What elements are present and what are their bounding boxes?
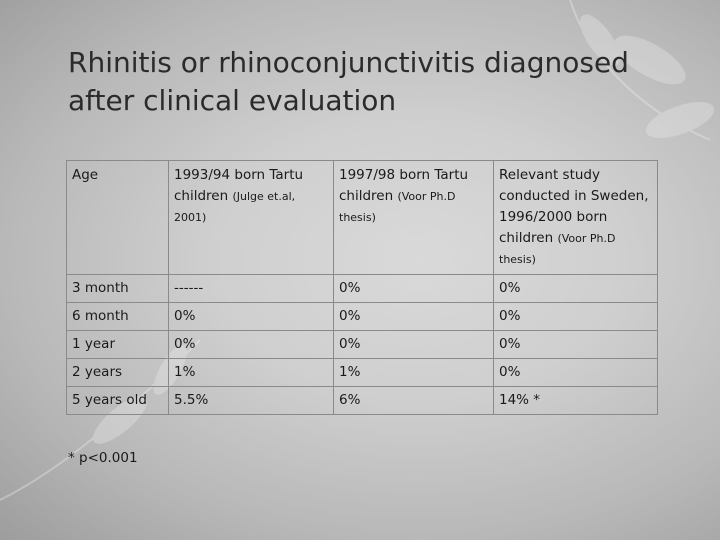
cell-tartu-1997: 0% bbox=[333, 330, 494, 359]
cell-tartu-1997: 0% bbox=[333, 274, 494, 303]
cell-tartu-1993: 0% bbox=[168, 302, 334, 331]
cell-sweden: 0% bbox=[493, 274, 658, 303]
cell-tartu-1993: 5.5% bbox=[168, 386, 334, 415]
results-table: Age 1993/94 born Tartu children (Julge e… bbox=[66, 160, 658, 415]
cell-sweden: 14% * bbox=[493, 386, 658, 415]
header-tartu-1993: 1993/94 born Tartu children (Julge et.al… bbox=[168, 160, 334, 275]
cell-tartu-1993: ------ bbox=[168, 274, 334, 303]
table-row: 6 month 0% 0% 0% bbox=[66, 302, 658, 331]
table-row: 1 year 0% 0% 0% bbox=[66, 330, 658, 359]
leaf-decoration bbox=[569, 0, 715, 141]
cell-tartu-1997: 0% bbox=[333, 302, 494, 331]
table-row: 3 month ------ 0% 0% bbox=[66, 274, 658, 303]
cell-tartu-1997: 1% bbox=[333, 358, 494, 387]
cell-age: 2 years bbox=[66, 358, 169, 387]
cell-age: 3 month bbox=[66, 274, 169, 303]
header-tartu-1997: 1997/98 born Tartu children (Voor Ph.D t… bbox=[333, 160, 494, 275]
footnote: * p<0.001 bbox=[68, 450, 138, 466]
cell-sweden: 0% bbox=[493, 302, 658, 331]
cell-tartu-1993: 0% bbox=[168, 330, 334, 359]
cell-age: 6 month bbox=[66, 302, 169, 331]
title-line-2: after clinical evaluation bbox=[68, 84, 397, 117]
table-row: 5 years old 5.5% 6% 14% * bbox=[66, 386, 658, 415]
cell-age: 1 year bbox=[66, 330, 169, 359]
header-age: Age bbox=[66, 160, 169, 275]
cell-tartu-1993: 1% bbox=[168, 358, 334, 387]
cell-tartu-1997: 6% bbox=[333, 386, 494, 415]
title-line-1: Rhinitis or rhinoconjunctivitis diagnose… bbox=[68, 46, 629, 79]
slide-title: Rhinitis or rhinoconjunctivitis diagnose… bbox=[68, 44, 708, 120]
cell-sweden: 0% bbox=[493, 330, 658, 359]
table-row: 2 years 1% 1% 0% bbox=[66, 358, 658, 387]
table-header-row: Age 1993/94 born Tartu children (Julge e… bbox=[66, 160, 658, 275]
cell-age: 5 years old bbox=[66, 386, 169, 415]
header-sweden: Relevant study conducted in Sweden, 1996… bbox=[493, 160, 658, 275]
cell-sweden: 0% bbox=[493, 358, 658, 387]
